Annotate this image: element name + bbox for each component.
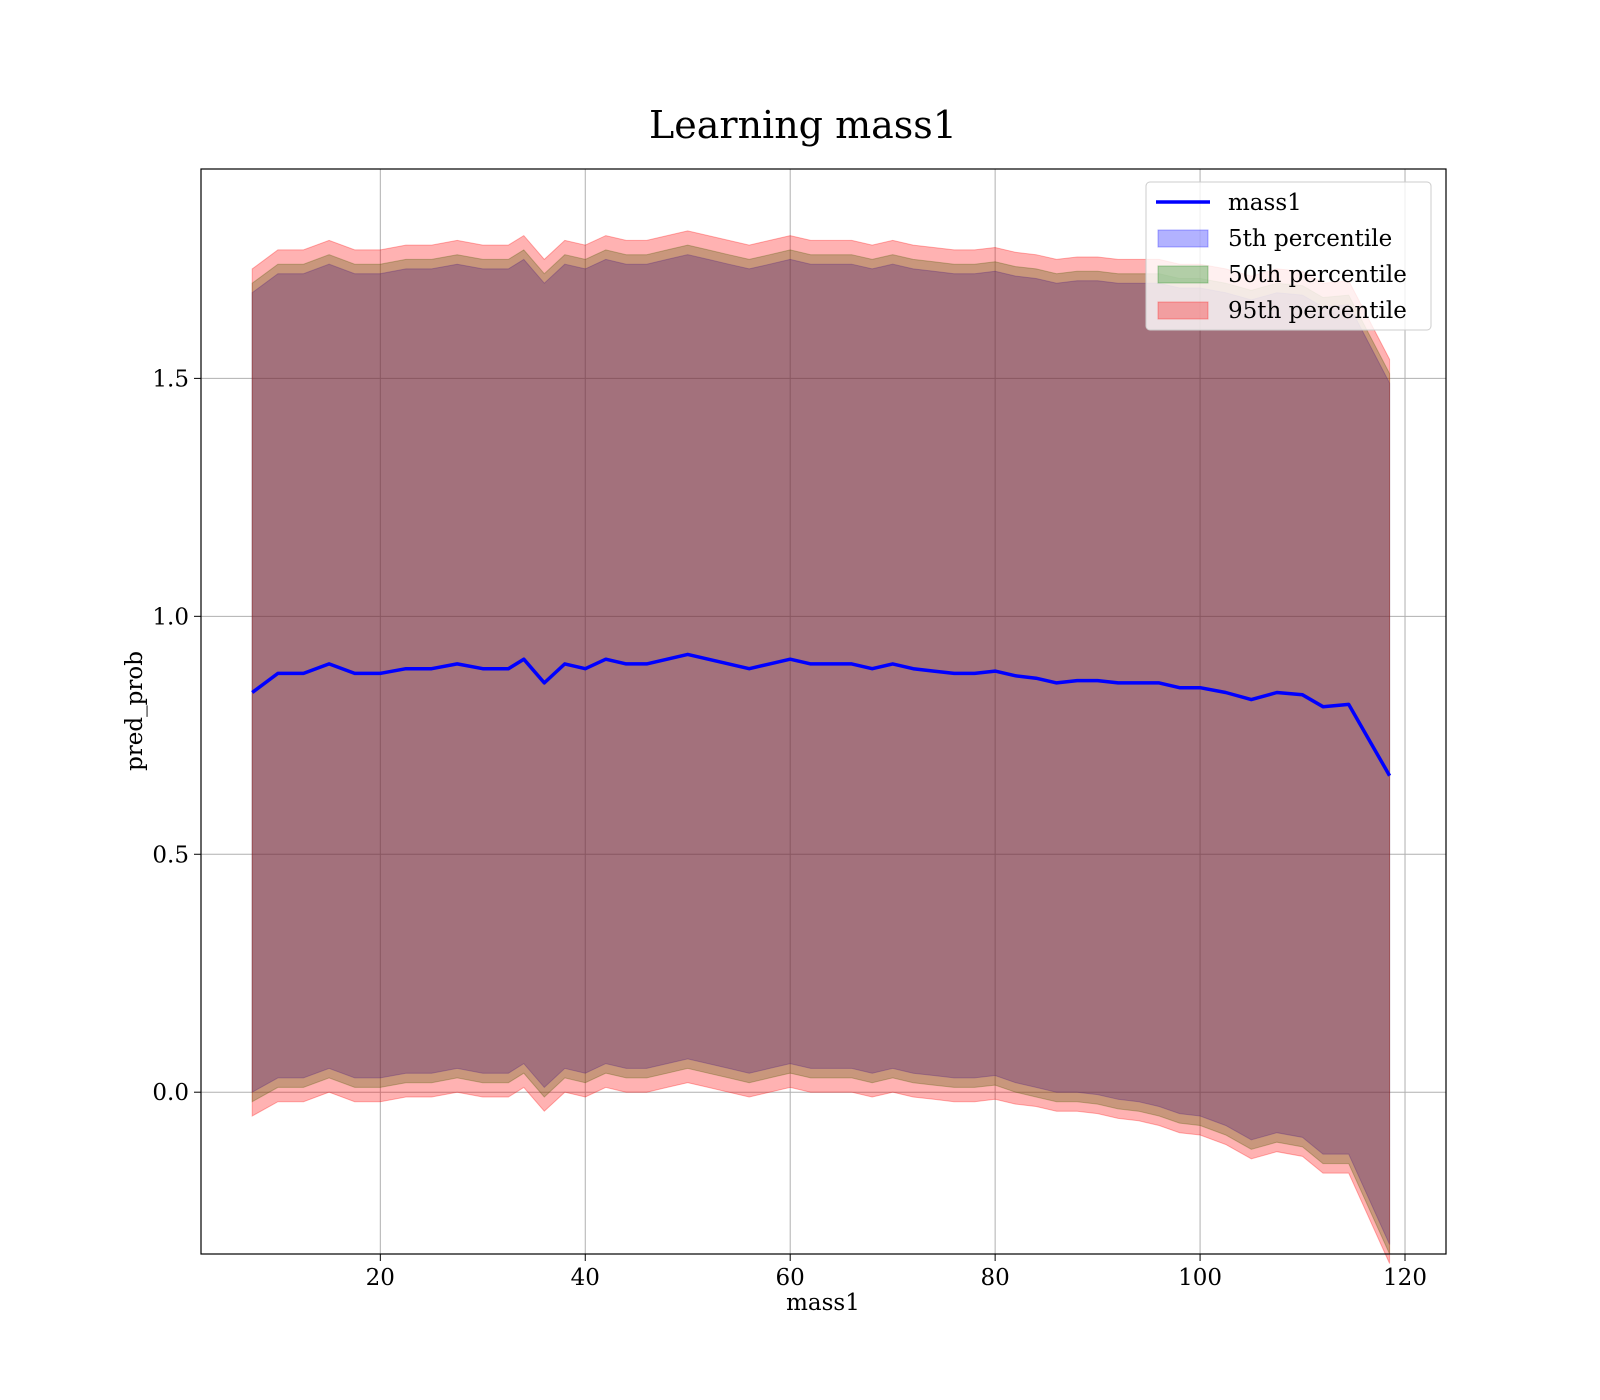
legend-label: mass1: [1228, 190, 1302, 216]
legend-label: 50th percentile: [1228, 262, 1407, 288]
x-axis-label: mass1: [786, 1290, 860, 1316]
x-tick-label: 100: [1178, 1265, 1222, 1291]
y-tick-label: 1.0: [152, 604, 189, 630]
legend-swatch-band: [1157, 265, 1209, 284]
grid: [201, 169, 1446, 1254]
y-axis-label: pred_prob: [122, 651, 148, 771]
series-line-mass1: [251, 652, 1392, 777]
x-tick-label: 120: [1383, 1265, 1427, 1291]
line-series: [251, 652, 1392, 777]
legend-label: 95th percentile: [1228, 298, 1407, 324]
x-tick-label: 40: [571, 1265, 600, 1291]
chart-title: Learning mass1: [649, 103, 957, 147]
y-tick-label: 0.0: [152, 1080, 189, 1106]
legend: mass1 5th percentile 50th percentile 95th p…: [1145, 181, 1432, 331]
x-tick-label: 20: [366, 1265, 395, 1291]
x-tick-label: 80: [980, 1265, 1009, 1291]
plot-area-frame: [200, 168, 1447, 1255]
legend-label: 5th percentile: [1228, 226, 1392, 252]
band-95th-percentile: [251, 230, 1391, 1264]
legend-box: [1145, 181, 1432, 331]
band-5th-percentile: [251, 254, 1391, 1245]
y-tick-label: 0.5: [152, 842, 189, 868]
legend-swatch-band: [1157, 301, 1209, 320]
legend-swatch-band: [1157, 229, 1209, 248]
percentile-bands: [251, 230, 1391, 1264]
y-tick-label: 1.5: [152, 366, 189, 392]
x-tick-label: 60: [776, 1265, 805, 1291]
x-axis-ticks: 20 40 60 80 100 120: [366, 1254, 1427, 1291]
y-axis-ticks: 0.0 0.5 1.0 1.5: [152, 366, 201, 1106]
